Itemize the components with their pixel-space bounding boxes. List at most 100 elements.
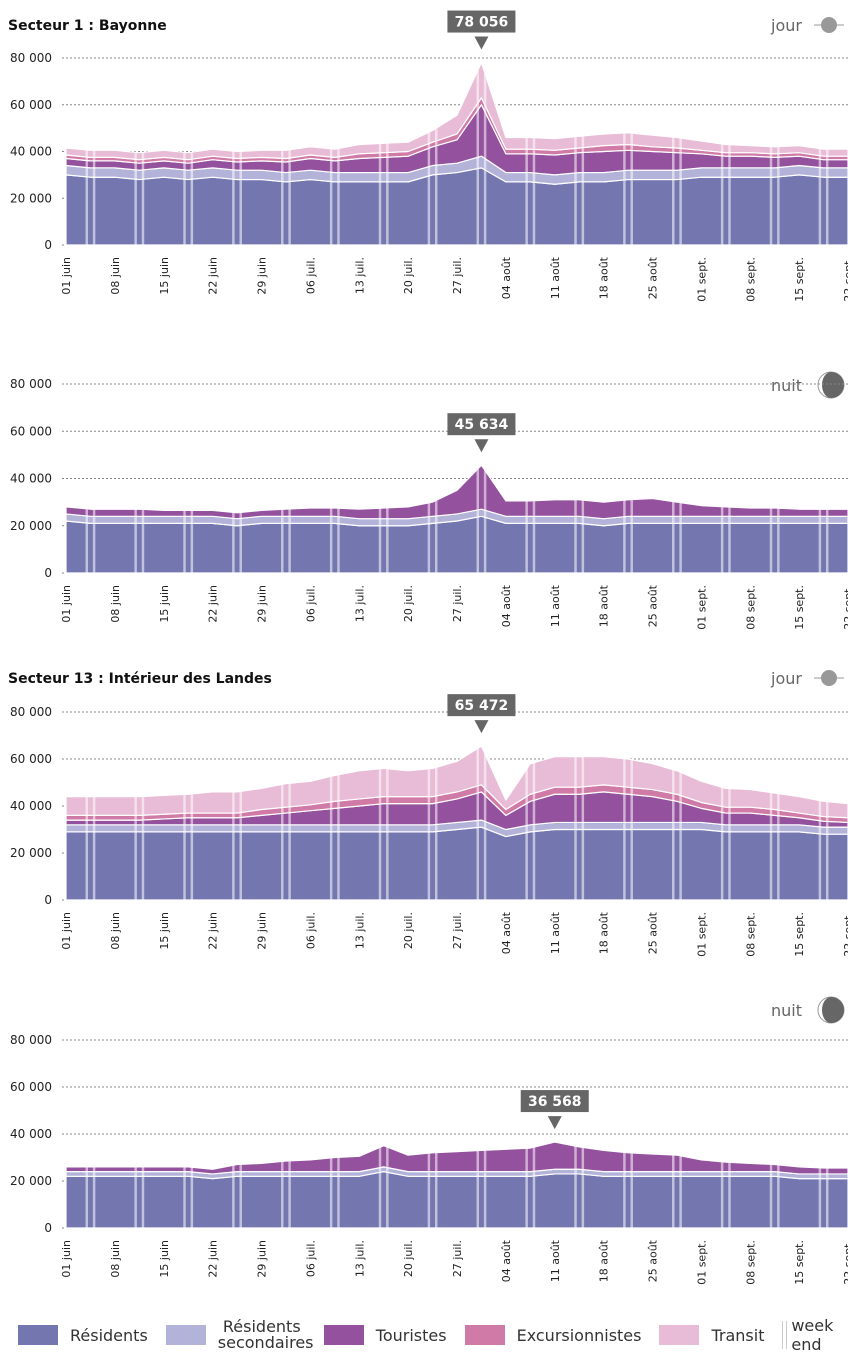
annotation-box [447,694,516,717]
annotation-label: 36 568 [528,1094,582,1110]
legend-label: week end [791,1316,834,1354]
x-tick-label: 04 août [500,911,513,954]
x-tick-label: 08 juin [109,585,122,623]
legend-item: Résidents secondaires [165,1319,314,1351]
weekend-swatch [782,1321,788,1349]
x-tick-label: 18 août [598,256,611,299]
x-tick-label: 15 sept. [793,912,806,957]
legend-label: Touristes [375,1325,447,1345]
area-series [65,1141,848,1175]
legend-label: Résidents [70,1325,148,1345]
x-tick-label: 22 juin [207,585,220,623]
x-tick-label: 25 août [647,584,660,627]
y-tick-label: 60 000 [10,1080,52,1094]
x-tick-label: 13 juil. [353,585,366,622]
x-tick-label: 01 juin [60,585,73,623]
y-tick-label: 80 000 [10,705,52,719]
moon-shape [822,997,844,1023]
annotation-pointer [474,720,489,734]
x-tick-label: 18 août [598,1239,611,1282]
x-tick-label: 13 juil. [353,912,366,949]
x-tick-label: 18 août [598,584,611,627]
x-tick-label: 06 juil. [304,912,317,949]
x-tick-label: 01 juin [60,1240,73,1278]
x-tick-label: 29 juin [256,912,269,950]
x-tick-label: 27 juil. [451,585,464,622]
x-tick-label: 22 sept. [842,257,848,302]
period-label: jour [770,16,802,35]
x-tick-label: 20 juil. [402,912,415,949]
x-tick-label: 29 juin [256,1240,269,1278]
x-tick-label: 27 juil. [451,1240,464,1277]
x-tick-label: 04 août [500,1239,513,1282]
legend-item: Touristes [323,1325,447,1345]
annotation-label: 45 634 [455,417,509,433]
x-tick-label: 08 sept. [744,912,757,957]
y-tick-label: 20 000 [10,519,52,533]
x-tick-label: 01 sept. [695,1240,708,1285]
legend-label: Transit [711,1325,765,1345]
legend-swatch [18,1325,58,1345]
x-tick-label: 15 juin [158,912,171,950]
annotation-box [520,1090,589,1113]
x-tick-label: 04 août [500,584,513,627]
y-tick-label: 20 000 [10,191,52,205]
y-tick-label: 60 000 [10,424,52,438]
x-tick-label: 04 août [500,256,513,299]
x-tick-label: 22 sept. [842,1240,848,1285]
annotation-box [447,413,516,436]
x-tick-label: 13 juil. [353,257,366,294]
x-tick-label: 08 sept. [744,257,757,302]
panel-title: Secteur 1 : Bayonne [8,18,167,34]
x-tick-label: 22 sept. [842,912,848,957]
x-tick-label: 22 juin [207,1240,220,1278]
legend: Résidents Résidents secondaires Touristes E… [0,1310,848,1360]
x-tick-label: 08 sept. [744,585,757,630]
x-tick-label: 11 août [549,256,562,299]
legend-item: week end [782,1316,835,1354]
chart: Secteur 1 : Bayonne jour 0 20 000 40 000 60 0… [8,10,848,1285]
annotation-pointer [474,439,489,453]
y-tick-label: 20 000 [10,1174,52,1188]
x-tick-label: 18 août [598,911,611,954]
annotation-pointer [474,36,489,50]
y-tick-label: 0 [44,566,52,580]
x-tick-label: 15 sept. [793,1240,806,1285]
area-series [65,61,848,161]
y-tick-label: 80 000 [10,51,52,65]
x-tick-label: 20 juil. [402,1240,415,1277]
x-tick-label: 08 juin [109,257,122,295]
x-tick-label: 22 juin [207,257,220,295]
annotation-box [447,10,516,33]
area-series [65,745,848,819]
x-tick-label: 27 juil. [451,912,464,949]
x-tick-label: 15 juin [158,585,171,623]
x-tick-label: 25 août [647,1239,660,1282]
x-tick-label: 15 juin [158,257,171,295]
y-tick-label: 40 000 [10,472,52,486]
x-tick-label: 11 août [549,584,562,627]
x-tick-label: 29 juin [256,257,269,295]
period-label: nuit [771,376,802,395]
x-tick-label: 15 juin [158,1240,171,1278]
legend-swatch [464,1325,505,1345]
area-series [65,464,848,520]
x-tick-label: 01 sept. [695,257,708,302]
y-tick-label: 0 [44,1221,52,1235]
panel-title: Secteur 13 : Intérieur des Landes [8,671,272,687]
x-tick-label: 01 sept. [695,912,708,957]
legend-item: Transit [659,1325,764,1345]
y-tick-label: 80 000 [10,377,52,391]
y-tick-label: 60 000 [10,752,52,766]
legend-item: Résidents [18,1325,148,1345]
x-tick-label: 25 août [647,256,660,299]
x-tick-label: 27 juil. [451,257,464,294]
x-tick-label: 08 juin [109,1240,122,1278]
annotation-pointer [547,1116,562,1130]
y-tick-label: 40 000 [10,145,52,159]
x-tick-label: 22 juin [207,912,220,950]
legend-swatch [165,1325,206,1345]
x-tick-label: 01 juin [60,912,73,950]
x-tick-label: 06 juil. [304,257,317,294]
